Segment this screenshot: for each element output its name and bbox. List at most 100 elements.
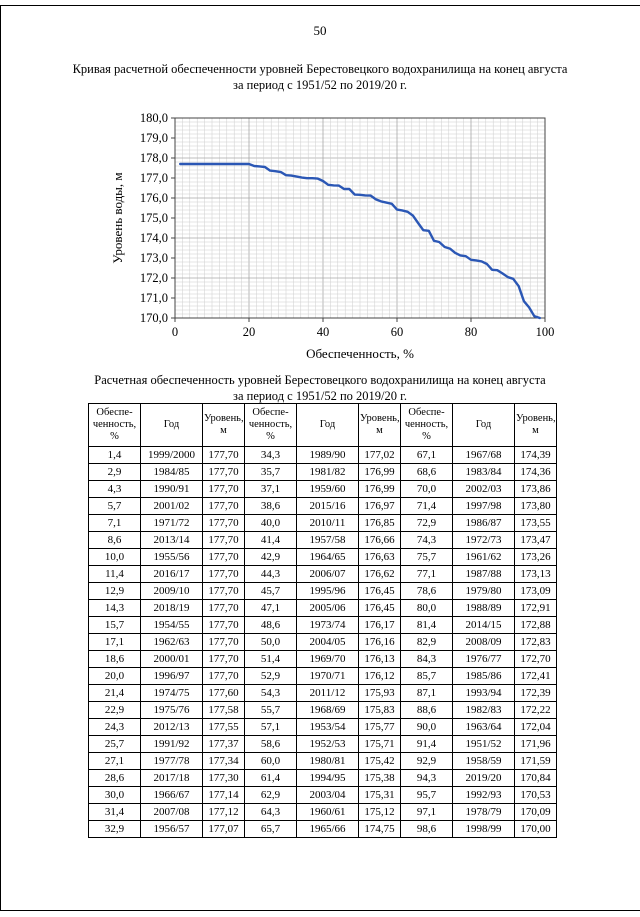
table-cell: 1966/67 — [140, 786, 203, 804]
table-cell: 70,0 — [400, 480, 453, 498]
table-cell: 2018/19 — [140, 599, 203, 617]
table-cell: 41,4 — [244, 531, 297, 549]
table-cell: 1963/64 — [452, 718, 515, 736]
table-cell: 172,04 — [514, 718, 557, 736]
table-cell: 1982/83 — [452, 701, 515, 719]
table-cell: 1951/52 — [452, 735, 515, 753]
table-cell: 1,4 — [88, 446, 141, 464]
table-row: 28,6 2017/18 177,30 61,4 1994/95 175,38 94,3 20… — [88, 769, 557, 787]
x-tick-label: 20 — [243, 325, 256, 339]
table-cell: 176,66 — [358, 531, 401, 549]
table-cell: 177,70 — [202, 582, 245, 600]
table-row: 32,9 1956/57 177,07 65,7 1965/66 174,75 98,6 19… — [88, 820, 557, 838]
table-cell: 177,70 — [202, 650, 245, 668]
table-cell: 2007/08 — [140, 803, 203, 821]
table-cell: 51,4 — [244, 650, 297, 668]
table-cell: 2019/20 — [452, 769, 515, 787]
table-cell: 24,3 — [88, 718, 141, 736]
table-cell: 172,83 — [514, 633, 557, 651]
chart-title-line2: за период с 1951/52 по 2019/20 г. — [233, 78, 407, 92]
table-title-line2: за период с 1951/52 по 2019/20 г. — [233, 389, 407, 403]
table-cell: 98,6 — [400, 820, 453, 838]
table-cell: 1961/62 — [452, 548, 515, 566]
table-cell: 91,4 — [400, 735, 453, 753]
table-cell: 2017/18 — [140, 769, 203, 787]
table-cell: 2006/07 — [296, 565, 359, 583]
table-row: 2,9 1984/85 177,70 35,7 1981/82 176,99 68,6 198… — [88, 463, 557, 481]
table-cell: 176,99 — [358, 463, 401, 481]
table-cell: 170,09 — [514, 803, 557, 821]
table-row: 25,7 1991/92 177,37 58,6 1952/53 175,71 91,4 19… — [88, 735, 557, 753]
table-cell: 1992/93 — [452, 786, 515, 804]
table-cell: 4,3 — [88, 480, 141, 498]
table-cell: 1985/86 — [452, 667, 515, 685]
table-header-row: Обеспе- ченность, % Год Уровень, м Обеспе- … — [88, 403, 557, 447]
table-cell: 1958/59 — [452, 752, 515, 770]
table-cell: 11,4 — [88, 565, 141, 583]
table-cell: 177,58 — [202, 701, 245, 719]
table-cell: 14,3 — [88, 599, 141, 617]
table-cell: 1995/96 — [296, 582, 359, 600]
table-cell: 1981/82 — [296, 463, 359, 481]
table-cell: 174,75 — [358, 820, 401, 838]
table-cell: 1964/65 — [296, 548, 359, 566]
table-cell: 34,3 — [244, 446, 297, 464]
table-cell: 2009/10 — [140, 582, 203, 600]
table-cell: 60,0 — [244, 752, 297, 770]
table-cell: 177,70 — [202, 480, 245, 498]
table-cell: 55,7 — [244, 701, 297, 719]
table-cell: 176,62 — [358, 565, 401, 583]
table-cell: 58,6 — [244, 735, 297, 753]
y-tick-label: 179,0 — [140, 131, 168, 145]
x-axis-title: Обеспеченность, % — [306, 346, 414, 361]
table-cell: 177,70 — [202, 514, 245, 532]
table-cell: 175,38 — [358, 769, 401, 787]
table-cell: 17,1 — [88, 633, 141, 651]
table-cell: 177,70 — [202, 497, 245, 515]
table-row: 24,3 2012/13 177,55 57,1 1953/54 175,77 90,0 19… — [88, 718, 557, 736]
table-cell: 175,93 — [358, 684, 401, 702]
table-cell: 62,9 — [244, 786, 297, 804]
table-cell: 171,59 — [514, 752, 557, 770]
table-cell: 1972/73 — [452, 531, 515, 549]
column-header: Год — [452, 403, 515, 447]
table-cell: 177,70 — [202, 548, 245, 566]
y-tick-label: 171,0 — [140, 291, 168, 305]
table-cell: 48,6 — [244, 616, 297, 634]
page-border-bottom — [0, 910, 640, 911]
table-cell: 72,9 — [400, 514, 453, 532]
table-cell: 177,30 — [202, 769, 245, 787]
table-cell: 61,4 — [244, 769, 297, 787]
column-header: Год — [140, 403, 203, 447]
table-cell: 50,0 — [244, 633, 297, 651]
table-cell: 27,1 — [88, 752, 141, 770]
table-cell: 5,7 — [88, 497, 141, 515]
table-cell: 177,14 — [202, 786, 245, 804]
x-tick-label: 0 — [172, 325, 178, 339]
table-cell: 173,13 — [514, 565, 557, 583]
table-cell: 28,6 — [88, 769, 141, 787]
table-row: 30,0 1966/67 177,14 62,9 2003/04 175,31 95,7 19… — [88, 786, 557, 804]
table-row: 12,9 2009/10 177,70 45,7 1995/96 176,45 78,6 19… — [88, 582, 557, 600]
table-cell: 173,47 — [514, 531, 557, 549]
table-cell: 31,4 — [88, 803, 141, 821]
table-cell: 2,9 — [88, 463, 141, 481]
table-cell: 177,70 — [202, 667, 245, 685]
y-tick-label: 172,0 — [140, 271, 168, 285]
table-cell: 173,80 — [514, 497, 557, 515]
table-cell: 1970/71 — [296, 667, 359, 685]
chart-title-line1: Кривая расчетной обеспеченности уровней … — [72, 62, 568, 76]
table-row: 27,1 1977/78 177,34 60,0 1980/81 175,42 92,9 19… — [88, 752, 557, 770]
table-cell: 177,70 — [202, 599, 245, 617]
table-cell: 1954/55 — [140, 616, 203, 634]
table-row: 1,4 1999/2000 177,70 34,3 1989/90 177,02 67,1 1… — [88, 446, 557, 464]
table-cell: 94,3 — [400, 769, 453, 787]
table-cell: 174,39 — [514, 446, 557, 464]
table-cell: 10,0 — [88, 548, 141, 566]
table-cell: 176,16 — [358, 633, 401, 651]
table-cell: 1987/88 — [452, 565, 515, 583]
y-axis-title: Уровень воды, м — [110, 172, 125, 263]
table-cell: 170,84 — [514, 769, 557, 787]
table-cell: 1973/74 — [296, 616, 359, 634]
x-tick-label: 60 — [391, 325, 404, 339]
